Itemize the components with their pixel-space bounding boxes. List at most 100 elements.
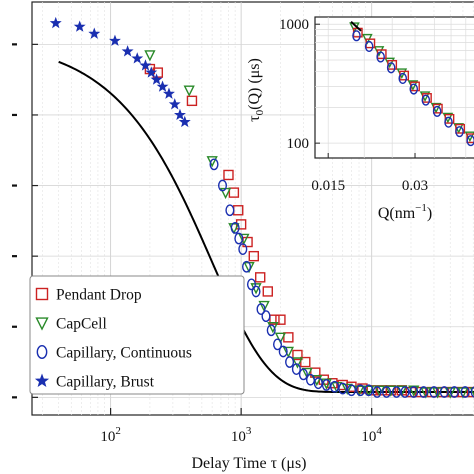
data-point (291, 357, 304, 369)
data-point (223, 169, 234, 181)
data-point (238, 243, 248, 255)
data-point (372, 386, 382, 398)
data-point (373, 385, 386, 397)
data-point (258, 300, 270, 313)
inset-data-point (455, 126, 464, 138)
data-point (242, 260, 252, 273)
data-point (396, 385, 408, 397)
legend-marker (35, 317, 49, 331)
inset-series-circle (352, 30, 474, 147)
inset-data-point (421, 94, 431, 106)
data-point (278, 345, 288, 358)
legend-label: Capillary, Continuous (56, 345, 192, 362)
x-tick-label: 103 (231, 425, 252, 445)
data-point (156, 80, 169, 92)
inset-grid (315, 17, 474, 158)
data-point (341, 383, 353, 396)
data-point (246, 278, 256, 291)
inset-x-tick-label: 0.03 (402, 178, 428, 194)
legend: Pendant Drop CapCell Capillary, Continuous… (29, 275, 245, 395)
data-point (168, 98, 181, 110)
legend-label: Capillary, Brust (56, 374, 155, 391)
data-point (301, 367, 313, 380)
data-point (321, 379, 331, 391)
x-tick-label: 104 (361, 425, 382, 445)
legend-marker (35, 287, 49, 301)
main-x-ticks: 102 103 104 (100, 408, 382, 445)
x-tick-label: 102 (100, 425, 121, 445)
series-circle (209, 158, 474, 398)
data-point (310, 367, 321, 378)
data-point (108, 34, 121, 46)
data-point (121, 45, 134, 57)
data-point (460, 386, 470, 398)
data-point (139, 59, 152, 71)
inset-y-tick-label: 100 (287, 136, 310, 152)
legend-label: Pendant Drop (56, 287, 142, 304)
data-point (145, 66, 158, 78)
inset-y-tick-label: 1000 (279, 17, 309, 33)
data-point (206, 156, 218, 168)
data-point (363, 385, 375, 397)
data-point (266, 324, 276, 337)
main-data-marks (49, 16, 474, 399)
data-point (400, 386, 410, 398)
data-point (261, 310, 271, 323)
data-point (267, 322, 279, 334)
data-point (174, 108, 186, 121)
data-point (439, 386, 449, 398)
data-point (251, 285, 261, 298)
data-point (150, 73, 163, 85)
inset-data-point (466, 135, 474, 147)
inset-data-point (432, 105, 442, 117)
data-point (228, 187, 240, 198)
data-point (262, 286, 273, 297)
data-point (291, 363, 301, 375)
data-point (217, 179, 228, 192)
data-point (269, 314, 280, 325)
inset-x-axis-label: Q(nm−1) (378, 202, 432, 222)
data-point (248, 250, 259, 262)
data-point (186, 95, 198, 107)
data-point (285, 356, 295, 368)
inset-data-point (444, 116, 453, 128)
data-point (364, 384, 374, 397)
data-point (409, 386, 419, 398)
data-point (298, 368, 308, 381)
inset-fit-line (350, 20, 362, 32)
legend-box (29, 275, 245, 395)
series-star (49, 16, 191, 128)
data-point (470, 386, 474, 398)
data-point (292, 349, 303, 361)
main-x-axis-label: Delay Time τ (μs) (191, 455, 306, 472)
data-point (300, 356, 311, 368)
legend-marker (36, 344, 48, 360)
data-point (88, 27, 101, 39)
inset-data-point (409, 83, 419, 95)
inset-x-tick-label: 0.015 (311, 178, 345, 194)
data-point (234, 232, 244, 245)
data-point (283, 332, 294, 343)
data-point (131, 52, 144, 64)
data-point (275, 314, 286, 325)
inset-plot-frame (314, 16, 474, 159)
data-point (449, 386, 459, 398)
data-point (238, 233, 250, 246)
data-point (282, 346, 294, 358)
inset-ticks: 0.015 0.03 1000 100 (279, 17, 428, 194)
data-point (346, 384, 356, 397)
inset-data-point (352, 30, 361, 42)
data-point (225, 204, 235, 217)
inset-data-point (386, 62, 396, 74)
inset-y-axis-label: τ0(Q) (μs) (246, 58, 266, 122)
data-point (274, 332, 287, 344)
legend-label: CapCell (56, 316, 107, 333)
data-point (178, 115, 191, 128)
data-point (392, 386, 402, 398)
data-point (255, 272, 266, 283)
data-point (49, 16, 62, 29)
data-point (469, 387, 474, 397)
data-point (429, 386, 439, 398)
main-y-ticks (12, 43, 38, 399)
